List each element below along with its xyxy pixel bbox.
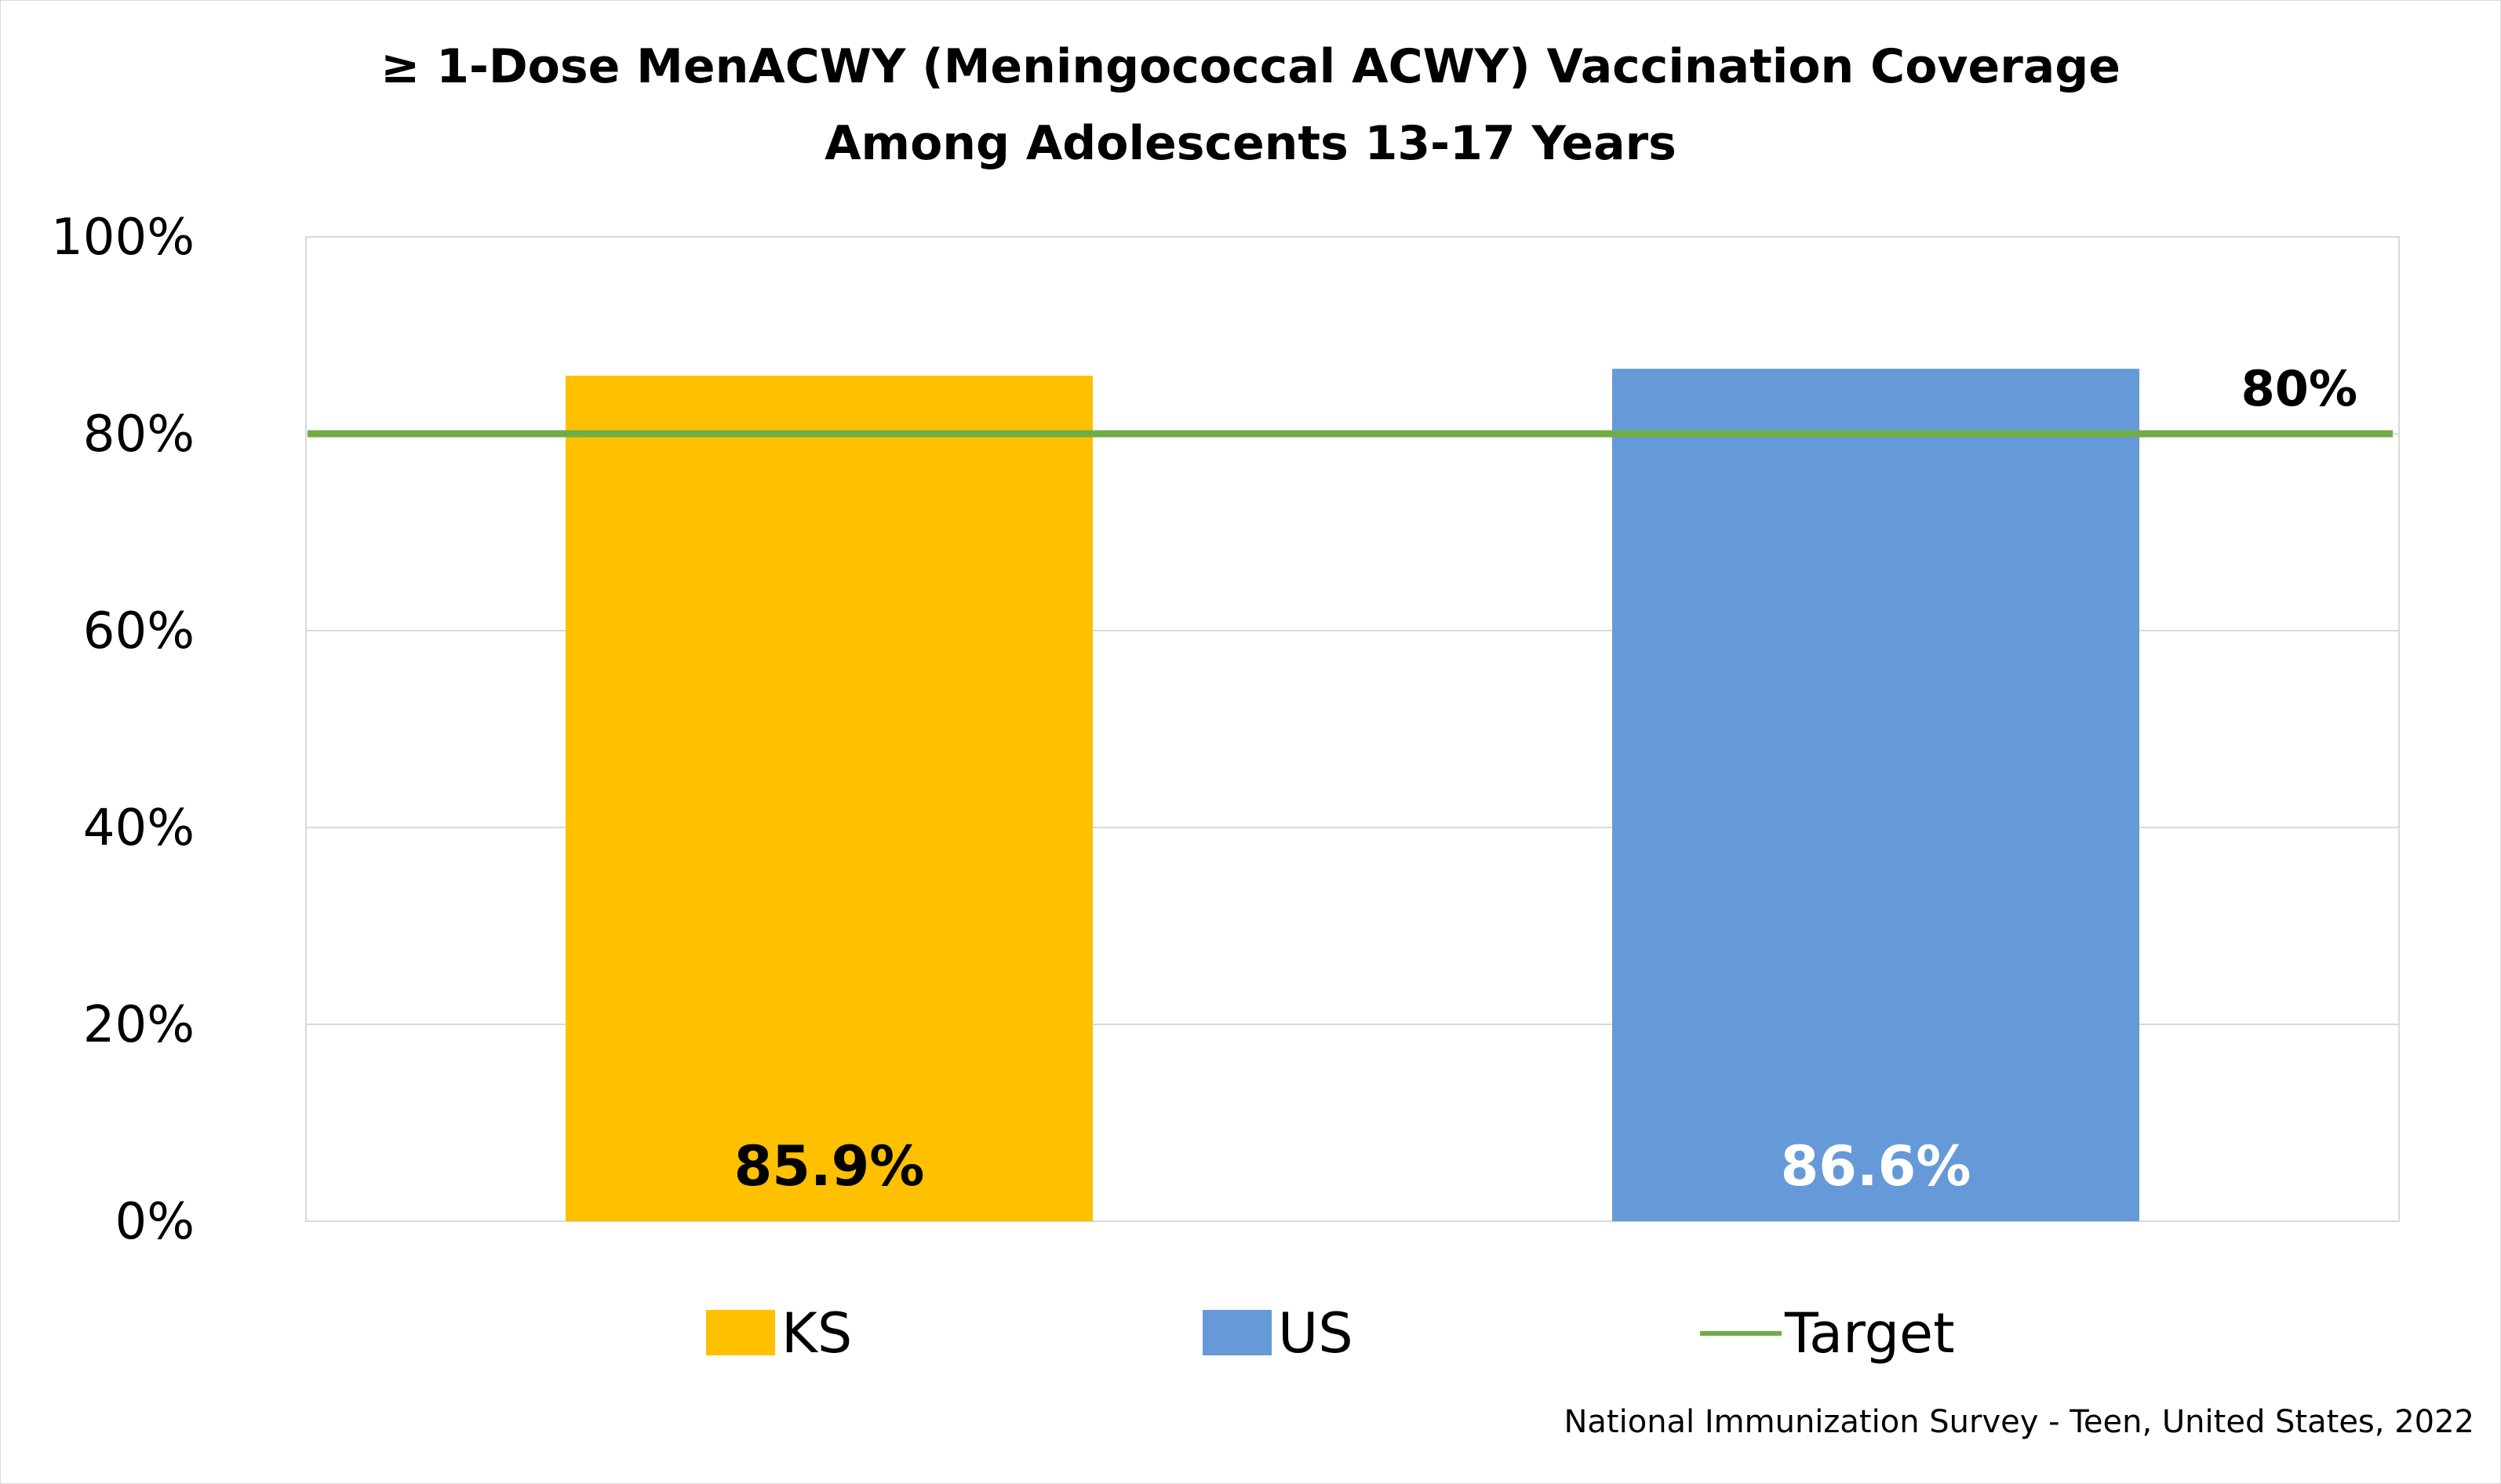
legend-entry-target: Target: [1700, 1301, 1955, 1366]
y-tick-label: 100%: [51, 209, 195, 267]
legend-label: Target: [1784, 1301, 1955, 1366]
legend-label: US: [1278, 1301, 1353, 1366]
legend-swatch: [706, 1310, 775, 1355]
target-label: 80%: [2241, 360, 2357, 417]
bars: 85.9% 86.6%: [566, 369, 2139, 1222]
chart-title: ≥ 1-Dose MenACWY (Meningococcal ACWY) Va…: [380, 39, 2121, 94]
chart-subtitle: Among Adolescents 13-17 Years: [825, 116, 1676, 171]
source-note: National Immunization Survey - Teen, Uni…: [1564, 1404, 2474, 1440]
legend-swatch: [1203, 1310, 1272, 1355]
legend-entry-us: US: [1203, 1301, 1353, 1366]
y-tick-label: 0%: [115, 1193, 195, 1251]
data-label-us: 86.6%: [1781, 1134, 1971, 1198]
target-line-group: 80%: [308, 360, 2393, 438]
y-axis-tick-labels: 0% 20% 40% 60% 80% 100%: [51, 209, 195, 1251]
legend-entry-ks: KS: [706, 1301, 852, 1366]
y-tick-label: 80%: [83, 406, 195, 464]
bar-ks: [566, 375, 1093, 1222]
legend-label: KS: [781, 1301, 852, 1366]
legend: KS US Target: [706, 1301, 1955, 1366]
y-tick-label: 60%: [83, 602, 195, 660]
y-tick-label: 20%: [83, 996, 195, 1054]
data-label-ks: 85.9%: [734, 1134, 925, 1198]
bar-us: [1612, 369, 2139, 1221]
y-tick-label: 40%: [83, 799, 195, 857]
